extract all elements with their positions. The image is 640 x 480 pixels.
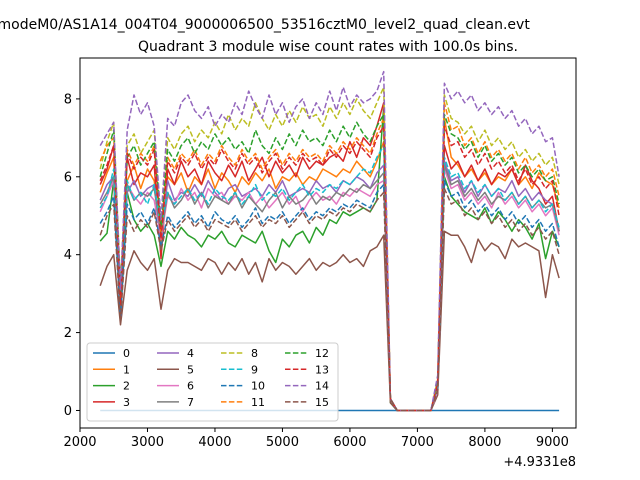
figure-suptitle: a file: modeM0/AS1A14_004T04_9000006500_…	[0, 17, 530, 33]
y-tick-label: 2	[64, 326, 72, 341]
y-tick-label: 6	[64, 170, 72, 185]
y-tick-label: 4	[64, 248, 72, 263]
series-line-9	[99, 144, 560, 412]
series-line-13	[99, 125, 560, 412]
x-tick-label: 4000	[198, 435, 231, 450]
legend-label-0: 0	[123, 347, 130, 360]
legend-frame	[86, 342, 339, 422]
x-tick-label: 6000	[333, 435, 366, 450]
legend-label-5: 5	[187, 363, 194, 376]
plot-frame	[79, 57, 577, 429]
series-line-3	[99, 102, 560, 412]
legend-label-6: 6	[187, 380, 194, 393]
legend-label-12: 12	[315, 347, 329, 360]
series-line-15	[99, 187, 560, 412]
series-line-12	[99, 113, 560, 412]
x-tick-label: 8000	[468, 435, 501, 450]
series-line-6	[99, 168, 560, 412]
series-lines	[99, 70, 560, 412]
x-tick-label: 9000	[536, 435, 569, 450]
y-axis: 0 2 4 6 8	[64, 92, 80, 419]
x-tick-label: 7000	[401, 435, 434, 450]
legend-label-8: 8	[251, 347, 258, 360]
legend-label-9: 9	[251, 363, 258, 376]
y-tick-label: 8	[64, 92, 72, 107]
legend-label-7: 7	[187, 396, 194, 409]
legend-label-2: 2	[123, 380, 130, 393]
series-line-11	[99, 102, 560, 412]
legend-label-10: 10	[251, 380, 265, 393]
series-line-10	[99, 179, 560, 412]
legend-label-4: 4	[187, 347, 194, 360]
x-tick-label: 3000	[131, 435, 164, 450]
series-line-2	[99, 105, 560, 412]
series-line-14	[99, 70, 560, 412]
legend-label-13: 13	[315, 363, 329, 376]
plot-area	[79, 57, 577, 429]
series-line-1	[99, 117, 560, 412]
x-tick-label: 5000	[266, 435, 299, 450]
legend-label-14: 14	[315, 380, 329, 393]
legend-label-15: 15	[315, 396, 329, 409]
chart-title: Quadrant 3 module wise count rates with …	[138, 39, 518, 55]
legend-label-1: 1	[123, 363, 130, 376]
y-tick-label: 0	[64, 404, 72, 419]
x-axis: 2000 3000 4000 5000 6000 7000 8000 9000	[63, 428, 569, 450]
legend-label-11: 11	[251, 396, 265, 409]
x-offset-label: +4.9331e8	[503, 455, 576, 470]
series-line-8	[99, 86, 560, 412]
x-tick-label: 2000	[63, 435, 96, 450]
series-line-5	[99, 230, 560, 412]
legend-label-3: 3	[123, 396, 130, 409]
series-line-7	[99, 164, 560, 412]
